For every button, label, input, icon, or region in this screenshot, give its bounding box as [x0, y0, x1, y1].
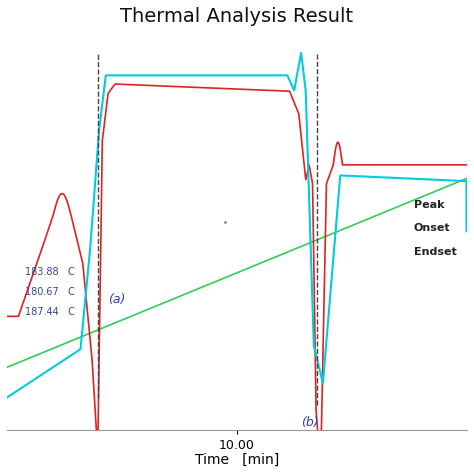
Text: Onset: Onset [414, 223, 450, 233]
Text: Endset: Endset [414, 247, 456, 257]
Text: 187.44   C: 187.44 C [25, 307, 75, 317]
X-axis label: Time   [min]: Time [min] [195, 453, 279, 467]
Text: (a): (a) [108, 293, 126, 306]
Text: (b): (b) [301, 416, 319, 429]
Title: Thermal Analysis Result: Thermal Analysis Result [120, 7, 353, 26]
Text: Peak: Peak [414, 200, 444, 210]
Text: 180.67   C: 180.67 C [25, 287, 75, 297]
Text: 183.88   C: 183.88 C [25, 267, 75, 277]
